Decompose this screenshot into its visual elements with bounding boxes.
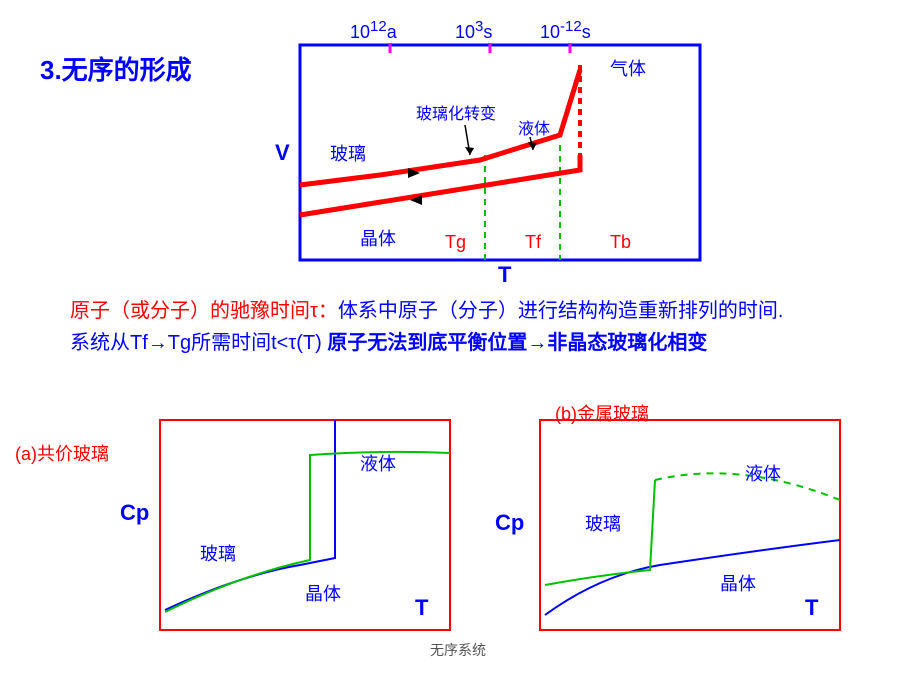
label-gas: 气体 <box>610 55 646 81</box>
label-glass-top: 玻璃 <box>330 140 366 166</box>
label-liquid-top: 液体 <box>518 115 550 139</box>
chart-b-ylabel: Cp <box>495 510 524 536</box>
chart-a-ylabel: Cp <box>120 500 149 526</box>
label-tf: Tf <box>525 232 541 253</box>
paragraph: 原子（或分子）的驰豫时间τ：体系中原子（分子）进行结构构造重新排列的时间. 系统… <box>70 295 870 359</box>
top-y-label: V <box>275 140 290 166</box>
chart-a-crystal: 晶体 <box>305 580 341 606</box>
footer-text: 无序系统 <box>430 640 486 660</box>
para-red: 原子（或分子）的驰豫时间τ： <box>70 300 338 322</box>
label-crystal-top: 晶体 <box>360 225 396 251</box>
tick-1: 1012a <box>350 18 397 43</box>
para-blue2a: 系统从Tf→Tg所需时间t<τ(T) <box>70 332 327 354</box>
chart-b-liquid: 液体 <box>745 460 781 486</box>
chart-a-glass: 玻璃 <box>200 540 236 566</box>
para-blue1: 体系中原子（分子）进行结构构造重新排列的时间. <box>338 300 784 322</box>
tick-3: 10-12s <box>540 18 591 43</box>
label-tb: Tb <box>610 232 631 253</box>
label-glass-transition: 玻璃化转变 <box>416 100 496 124</box>
tick-2: 103s <box>455 18 492 43</box>
para-blue2b: 原子无法到底平衡位置→非晶态玻璃化相变 <box>327 332 707 354</box>
chart-a-xlabel: T <box>415 595 428 621</box>
chart-b-glass: 玻璃 <box>585 510 621 536</box>
chart-b-xlabel: T <box>805 595 818 621</box>
top-x-label: T <box>498 262 511 288</box>
label-tg: Tg <box>445 232 466 253</box>
chart-a-liquid: 液体 <box>360 450 396 476</box>
chart-a-title: (a)共价玻璃 <box>15 440 109 466</box>
section-title: 3.无序的形成 <box>40 50 192 87</box>
chart-b-crystal: 晶体 <box>720 570 756 596</box>
